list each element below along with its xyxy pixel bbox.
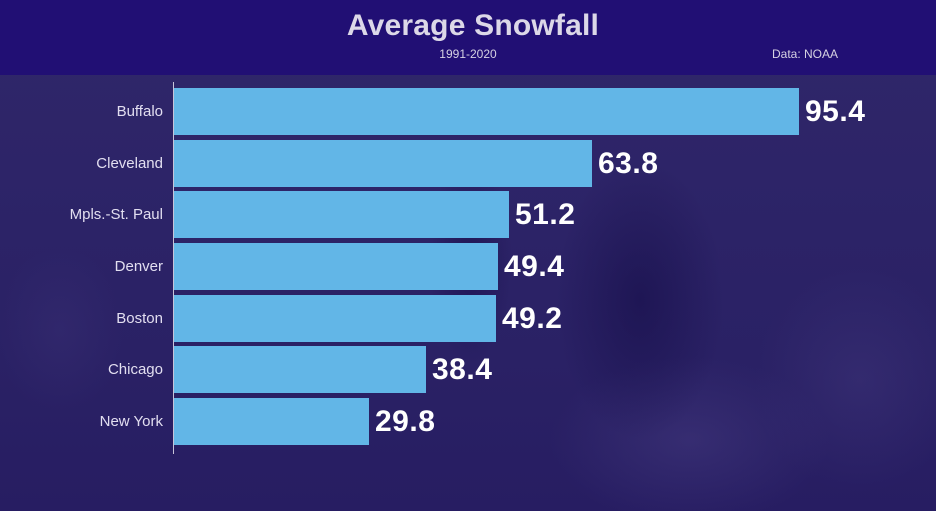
bar-row: Chicago 38.4 <box>0 346 936 393</box>
category-label: Denver <box>114 258 163 275</box>
category-label: Chicago <box>107 361 163 378</box>
bar <box>174 243 498 290</box>
bar-row: Boston 49.2 <box>0 295 936 342</box>
bar-row: Denver 49.4 <box>0 243 936 290</box>
category-label: New York <box>99 413 163 430</box>
data-source: Data: NOAA <box>771 47 839 61</box>
bar <box>174 346 426 393</box>
category-label: Boston <box>116 310 163 327</box>
category-label: Cleveland <box>96 155 163 172</box>
bar-row: Cleveland 63.8 <box>0 140 936 187</box>
bar <box>174 295 496 342</box>
chart-title: Average Snowfall <box>346 9 600 42</box>
y-axis-line <box>173 82 174 454</box>
category-label: Mpls.-St. Paul <box>69 206 163 223</box>
bar <box>174 88 799 135</box>
value-label: 95.4 <box>805 95 866 128</box>
bar-row: New York 29.8 <box>0 398 936 445</box>
bar-row: Buffalo 95.4 <box>0 88 936 135</box>
value-label: 51.2 <box>515 198 576 231</box>
bar <box>174 191 509 238</box>
value-label: 49.2 <box>502 302 563 335</box>
category-label: Buffalo <box>116 103 163 120</box>
bar <box>174 140 592 187</box>
value-label: 63.8 <box>598 147 659 180</box>
bar-row: Mpls.-St. Paul 51.2 <box>0 191 936 238</box>
bar <box>174 398 369 445</box>
value-label: 49.4 <box>504 250 565 283</box>
chart-header: Average Snowfall 1991-2020 Data: NOAA <box>0 0 936 75</box>
chart-subtitle: 1991-2020 <box>439 47 497 61</box>
value-label: 29.8 <box>375 405 436 438</box>
value-label: 38.4 <box>432 353 493 386</box>
